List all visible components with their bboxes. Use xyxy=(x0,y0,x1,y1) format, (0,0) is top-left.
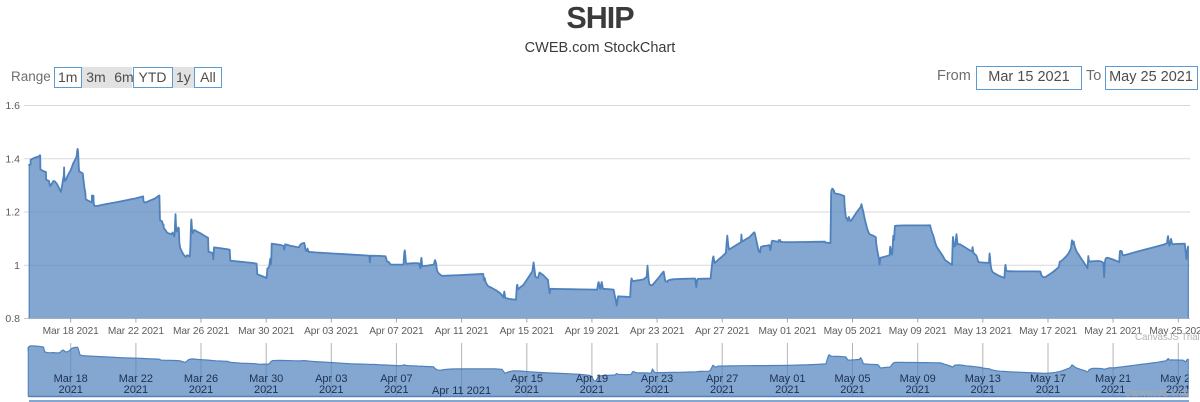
svg-text:May 05: May 05 xyxy=(834,373,870,385)
svg-text:2021: 2021 xyxy=(254,384,278,396)
svg-text:Apr 27: Apr 27 xyxy=(706,373,738,385)
svg-text:2021: 2021 xyxy=(384,384,408,396)
svg-text:May 01: May 01 xyxy=(769,373,805,385)
svg-text:May 25: May 25 xyxy=(1160,373,1196,385)
svg-text:Apr 23 2021: Apr 23 2021 xyxy=(630,326,685,337)
svg-text:2021: 2021 xyxy=(1036,384,1060,396)
svg-text:2021: 2021 xyxy=(319,384,343,396)
svg-text:Apr 11 2021: Apr 11 2021 xyxy=(432,385,491,397)
svg-text:May 17: May 17 xyxy=(1030,373,1066,385)
svg-text:2021: 2021 xyxy=(775,384,799,396)
svg-text:May 05 2021: May 05 2021 xyxy=(824,326,882,337)
svg-text:2021: 2021 xyxy=(840,384,864,396)
svg-text:2021: 2021 xyxy=(905,384,929,396)
svg-text:Apr 11 2021: Apr 11 2021 xyxy=(435,326,489,337)
svg-text:May 21: May 21 xyxy=(1095,373,1131,385)
svg-text:Apr 03 2021: Apr 03 2021 xyxy=(304,326,359,337)
svg-text:Apr 19 2021: Apr 19 2021 xyxy=(565,326,620,337)
svg-text:2021: 2021 xyxy=(645,384,669,396)
svg-text:CanvasJS Trial: CanvasJS Trial xyxy=(1125,389,1189,400)
svg-text:Mar 22 2021: Mar 22 2021 xyxy=(108,326,165,337)
svg-text:Apr 15 2021: Apr 15 2021 xyxy=(500,326,555,337)
svg-text:Apr 19: Apr 19 xyxy=(576,373,608,385)
svg-text:2021: 2021 xyxy=(580,384,604,396)
svg-text:Apr 03: Apr 03 xyxy=(315,373,347,385)
svg-text:Apr 07 2021: Apr 07 2021 xyxy=(369,326,424,337)
svg-text:Mar 22: Mar 22 xyxy=(119,373,153,385)
svg-text:1.4: 1.4 xyxy=(5,153,20,165)
svg-text:Apr 07: Apr 07 xyxy=(380,373,412,385)
svg-text:Mar 26 2021: Mar 26 2021 xyxy=(173,326,230,337)
svg-text:2021: 2021 xyxy=(710,384,734,396)
svg-text:Mar 18 2021: Mar 18 2021 xyxy=(43,326,100,337)
svg-text:May 21 2021: May 21 2021 xyxy=(1084,326,1142,337)
svg-text:Apr 27 2021: Apr 27 2021 xyxy=(695,326,750,337)
svg-text:2021: 2021 xyxy=(1166,384,1190,396)
svg-text:May 17 2021: May 17 2021 xyxy=(1019,326,1077,337)
svg-text:2021: 2021 xyxy=(1101,384,1125,396)
svg-text:May 01 2021: May 01 2021 xyxy=(758,326,816,337)
svg-text:Mar 30 2021: Mar 30 2021 xyxy=(238,326,295,337)
svg-text:May 13: May 13 xyxy=(965,373,1001,385)
svg-text:1.2: 1.2 xyxy=(5,207,20,219)
svg-text:2021: 2021 xyxy=(515,384,539,396)
svg-text:Apr 23: Apr 23 xyxy=(641,373,673,385)
svg-text:May 13 2021: May 13 2021 xyxy=(954,326,1012,337)
svg-text:1: 1 xyxy=(14,260,20,272)
svg-text:2021: 2021 xyxy=(58,384,82,396)
svg-text:1.6: 1.6 xyxy=(5,100,20,112)
svg-text:May 09 2021: May 09 2021 xyxy=(889,326,947,337)
svg-text:May 25 2021: May 25 2021 xyxy=(1149,326,1200,337)
svg-text:Apr 15: Apr 15 xyxy=(511,373,543,385)
svg-text:May 09: May 09 xyxy=(900,373,936,385)
svg-text:Mar 18: Mar 18 xyxy=(54,373,88,385)
svg-text:CanvasJS Trial: CanvasJS Trial xyxy=(1135,332,1199,343)
svg-text:2021: 2021 xyxy=(971,384,995,396)
svg-text:Mar 26: Mar 26 xyxy=(184,373,218,385)
svg-text:Mar 30: Mar 30 xyxy=(249,373,283,385)
svg-text:2021: 2021 xyxy=(189,384,213,396)
svg-text:2021: 2021 xyxy=(124,384,148,396)
svg-text:0.8: 0.8 xyxy=(5,313,20,325)
